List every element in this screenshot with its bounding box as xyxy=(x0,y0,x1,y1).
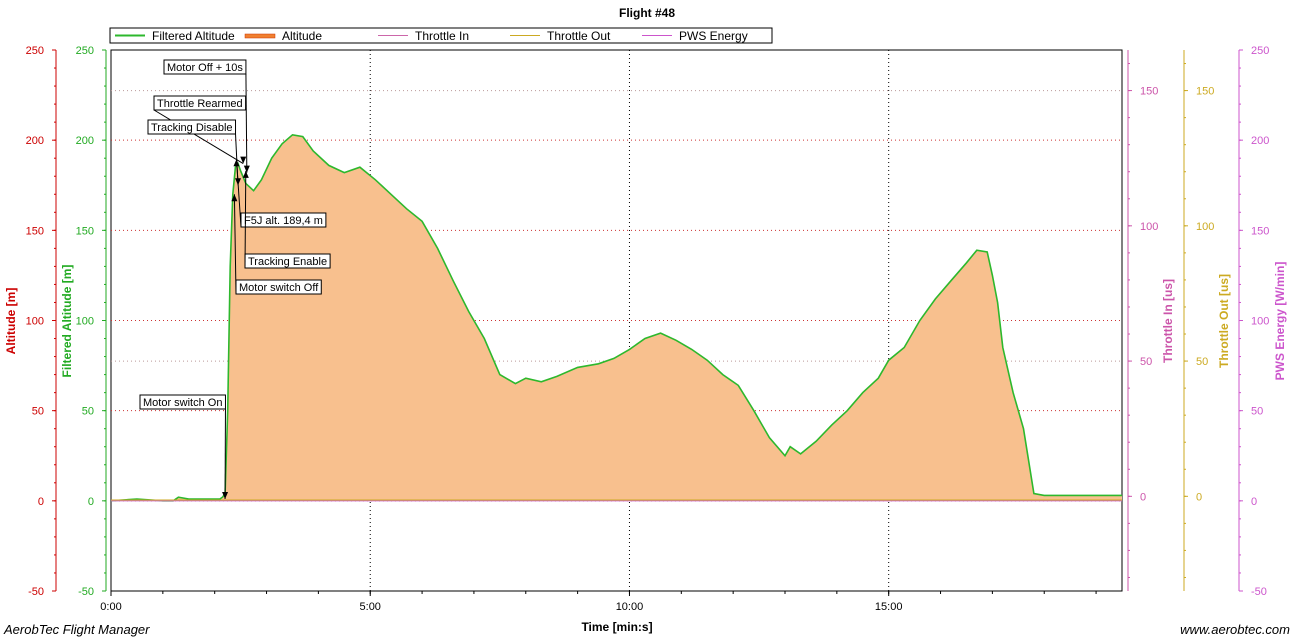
annotation-box xyxy=(163,59,247,75)
annotation-label: Motor switch Off xyxy=(239,282,319,294)
y-tick-label: 0 xyxy=(88,496,94,508)
annotation: Tracking Disable xyxy=(147,119,242,186)
y-tick-label: 50 xyxy=(1196,356,1208,368)
y-tick-label: 150 xyxy=(1196,86,1214,98)
y-tick-label: 50 xyxy=(1140,356,1152,368)
y-tick-label: -50 xyxy=(28,586,44,598)
annotation-label: Motor Off + 10s xyxy=(167,62,243,74)
x-axis-title: Time [min:s] xyxy=(581,620,652,634)
annotation-arrow xyxy=(233,159,240,167)
annotation-leader xyxy=(233,194,237,295)
axes: 250 200 150 100 50 0 -50 Altitude [m] 250 200 150 1… xyxy=(4,45,1287,613)
annotation-leader xyxy=(153,109,244,165)
y-tick-label: 150 xyxy=(1251,225,1269,237)
app-name: AerobTec Flight Manager xyxy=(3,622,150,637)
y-tick-label: 100 xyxy=(1140,221,1158,233)
y-tick-label: 250 xyxy=(1251,45,1269,57)
legend-item: PWS Energy xyxy=(642,29,748,43)
annotation-arrow xyxy=(222,492,229,500)
annotation-box xyxy=(147,119,237,135)
x-tick-label: 0:00 xyxy=(100,601,121,613)
annotation-label: Tracking Disable xyxy=(151,122,233,134)
y-tick-label: 250 xyxy=(26,45,44,57)
chart-title: Flight #48 xyxy=(619,6,675,20)
y-axis-title: Throttle Out [us] xyxy=(1217,274,1231,368)
legend-label: PWS Energy xyxy=(679,29,748,43)
legend-box xyxy=(109,27,773,44)
y-tick-label: 50 xyxy=(32,406,44,418)
y-tick-label: 100 xyxy=(26,316,44,328)
y-tick-label: 0 xyxy=(1140,491,1146,503)
legend-item: Throttle In xyxy=(378,29,469,43)
annotation: Motor switch Off xyxy=(231,194,322,295)
legend-item: Throttle Out xyxy=(510,29,611,43)
y-axis-title: Filtered Altitude [m] xyxy=(60,265,74,378)
legend-swatch xyxy=(244,33,276,39)
y-tick-label: 200 xyxy=(1251,135,1269,147)
y-tick-label: -50 xyxy=(78,586,94,598)
annotation-arrow xyxy=(242,170,249,178)
y-axis-title: Altitude [m] xyxy=(4,288,18,355)
annotation-box xyxy=(139,394,226,410)
annotation: Throttle Rearmed xyxy=(153,95,247,165)
annotation: F5J alt. 189,4 m xyxy=(233,159,327,228)
x-tick-label: 10:00 xyxy=(616,601,644,613)
x-tick-label: 15:00 xyxy=(875,601,903,613)
legend-label: Altitude xyxy=(282,29,322,43)
annotation-label: Motor switch On xyxy=(143,397,222,409)
annotation-leader xyxy=(235,159,242,228)
legend-label: Filtered Altitude xyxy=(152,29,235,43)
annotation-box xyxy=(153,95,247,111)
y-tick-label: 50 xyxy=(82,406,94,418)
y-tick-label: 150 xyxy=(76,225,94,237)
y-tick-label: 150 xyxy=(26,225,44,237)
y-tick-label: 100 xyxy=(1196,221,1214,233)
y-tick-label: 0 xyxy=(38,496,44,508)
y-tick-label: 100 xyxy=(76,316,94,328)
annotation: Motor switch On xyxy=(139,394,229,500)
y-tick-label: 0 xyxy=(1251,496,1257,508)
legend-label: Throttle Out xyxy=(547,29,611,43)
y-tick-label: 250 xyxy=(76,45,94,57)
y-tick-label: 100 xyxy=(1251,316,1269,328)
annotation-arrow xyxy=(240,156,247,164)
x-tick-label: 5:00 xyxy=(360,601,381,613)
annotation-label: Throttle Rearmed xyxy=(157,98,243,110)
annotation-label: F5J alt. 189,4 m xyxy=(244,215,323,227)
filtered-altitude-line xyxy=(110,133,1122,502)
y-tick-label: 200 xyxy=(76,135,94,147)
annotation: Tracking Enable xyxy=(242,170,331,269)
annotation-arrow xyxy=(231,194,238,202)
website: www.aerobtec.com xyxy=(1180,622,1290,637)
annotation: Motor Off + 10s xyxy=(163,59,250,173)
annotation-arrow xyxy=(243,165,250,173)
y-tick-label: 150 xyxy=(1140,86,1158,98)
annotation-leader xyxy=(244,170,247,269)
legend-label: Throttle In xyxy=(415,29,469,43)
y-tick-label: 0 xyxy=(1196,491,1202,503)
y-tick-label: 200 xyxy=(26,135,44,147)
y-axis-title: PWS Energy [W/min] xyxy=(1273,262,1287,381)
event-annotations: Motor Off + 10s Throttle Rearmed Tracking … xyxy=(139,59,331,500)
altitude-area-fill xyxy=(111,134,1122,501)
legend-item: Filtered Altitude xyxy=(115,29,235,43)
annotation-leader xyxy=(245,73,248,173)
y-axis-title: Throttle In [us] xyxy=(1161,279,1175,363)
annotation-label: Tracking Enable xyxy=(248,256,327,268)
y-tick-label: 50 xyxy=(1251,406,1263,418)
y-tick-label: -50 xyxy=(1251,586,1267,598)
altitude-area xyxy=(110,133,1122,502)
legend: Filtered Altitude Altitude Throttle In Thro… xyxy=(109,27,773,44)
legend-item: Altitude xyxy=(244,29,322,43)
